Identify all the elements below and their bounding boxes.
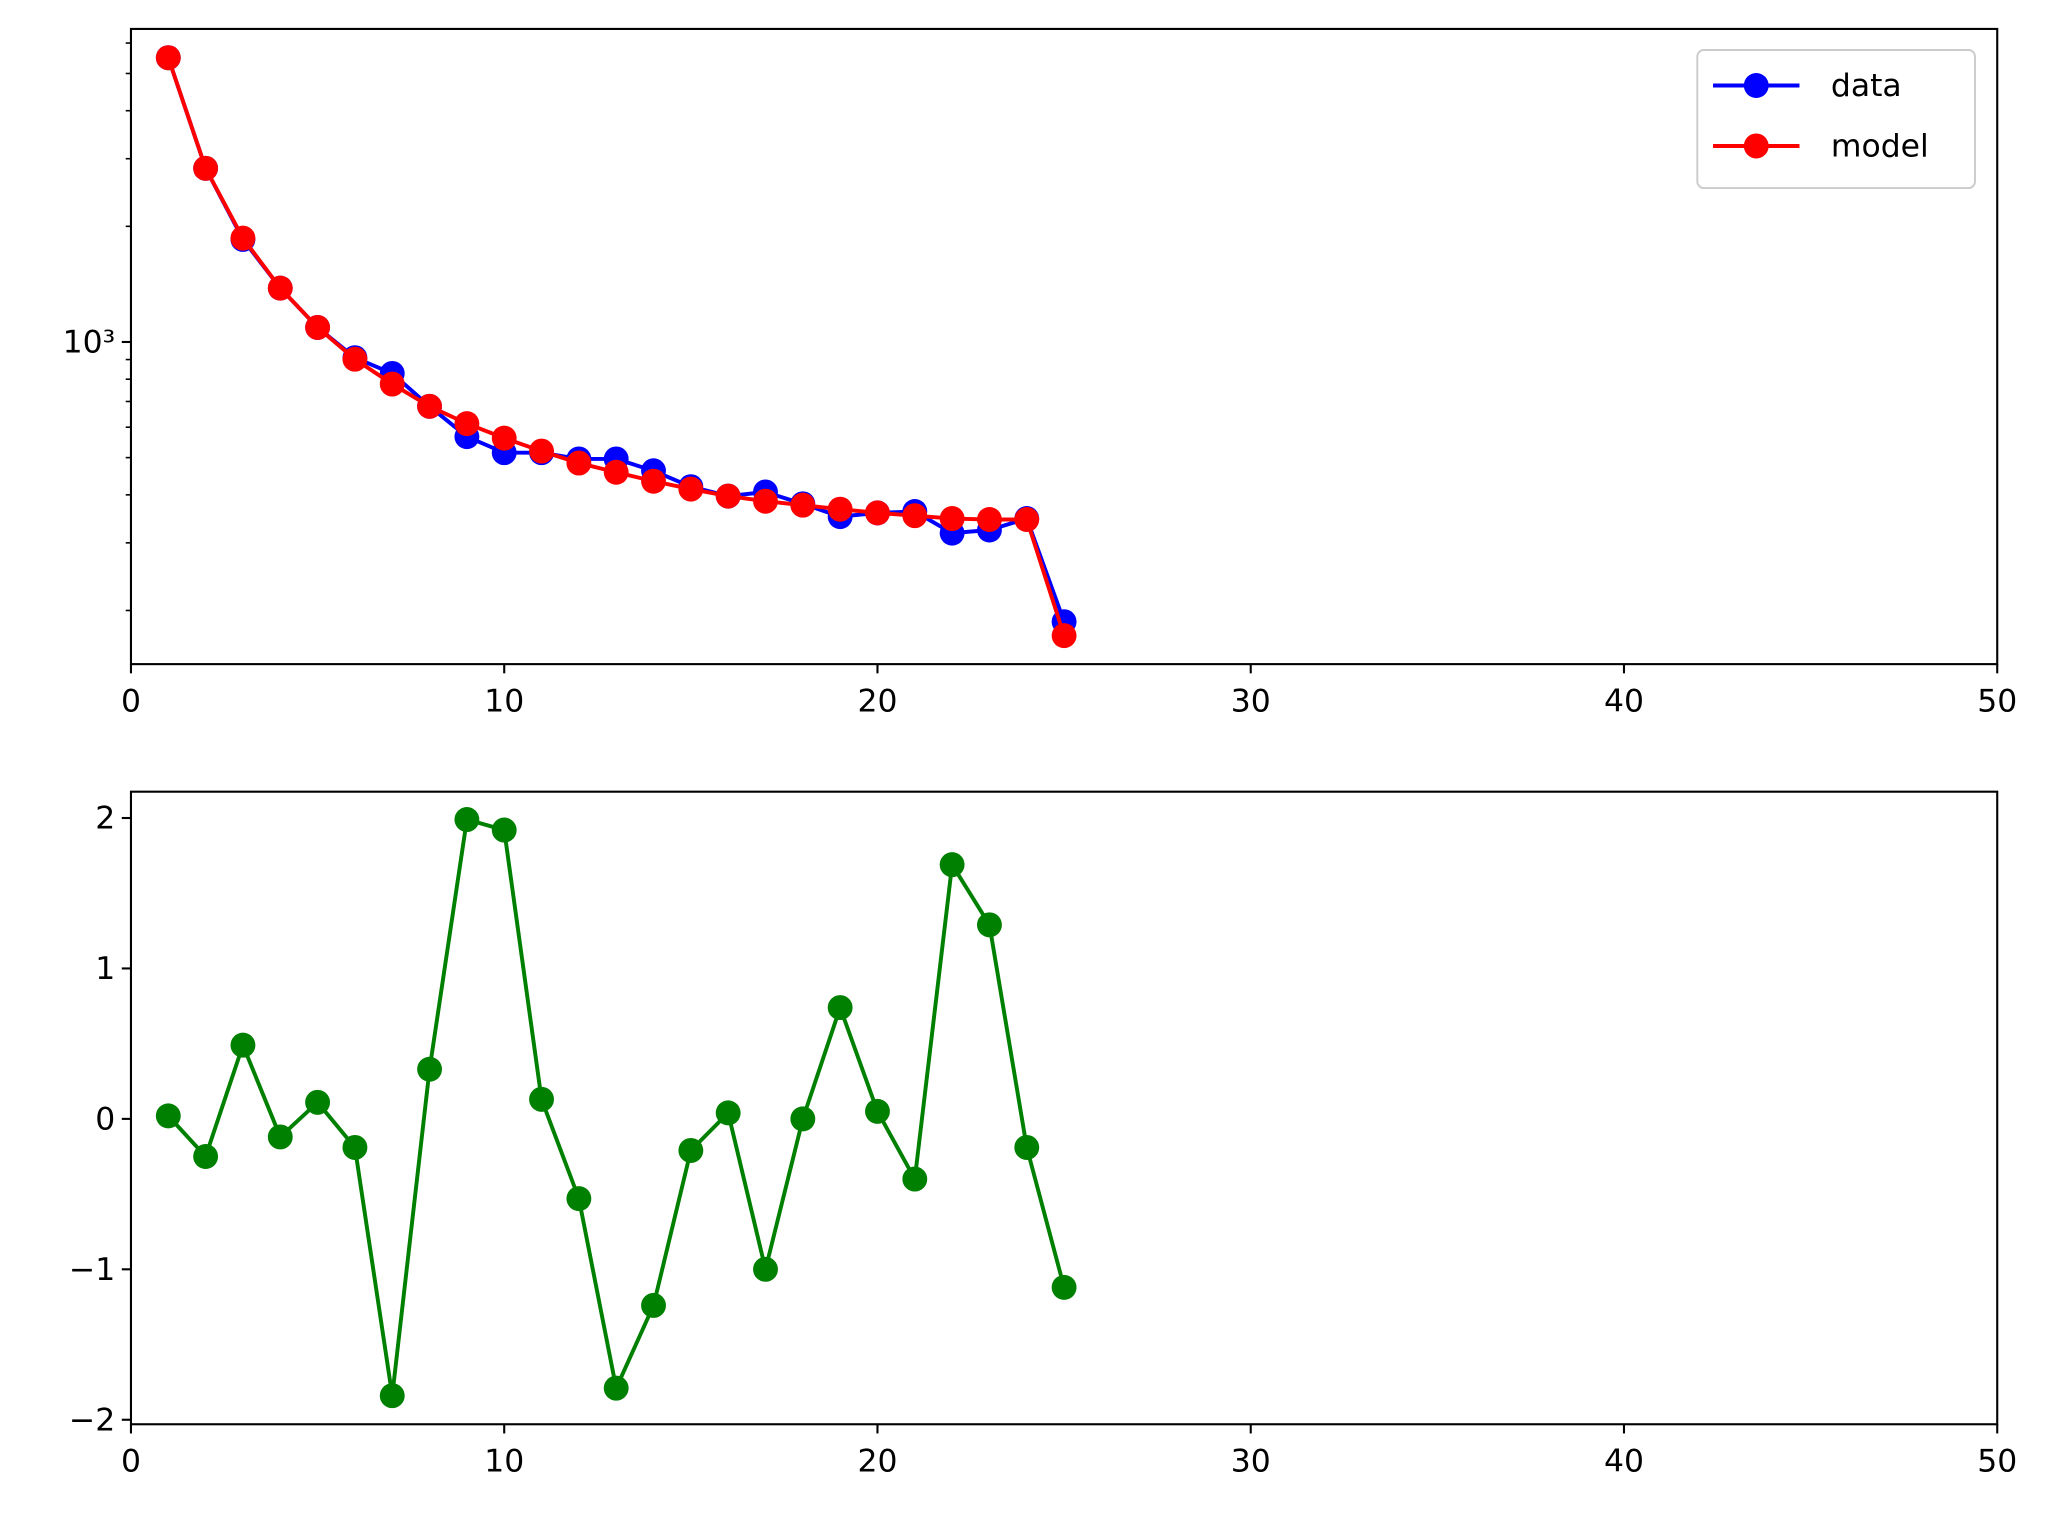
marker (267, 1124, 293, 1150)
legend-marker (1743, 72, 1769, 98)
x-tick-label: 0 (121, 683, 141, 719)
y-tick-label: 2 (95, 800, 115, 836)
x-tick-label: 30 (1231, 683, 1271, 719)
y-tick-label: −2 (69, 1402, 115, 1438)
x-tick-label: 40 (1604, 1444, 1644, 1480)
marker (342, 1134, 368, 1160)
legend-label: model (1831, 128, 1929, 164)
legend: data model (1696, 48, 1976, 190)
marker (379, 371, 405, 397)
marker (230, 225, 256, 251)
marker (305, 1089, 331, 1115)
marker (603, 459, 629, 485)
marker (342, 346, 368, 372)
marker (641, 468, 666, 494)
legend-marker (1743, 133, 1769, 159)
x-tick-label: 40 (1604, 683, 1644, 719)
x-tick-label: 50 (1977, 683, 2017, 719)
marker (865, 500, 890, 526)
marker (827, 995, 853, 1021)
marker (305, 314, 331, 340)
marker (566, 1186, 592, 1212)
axes: 0 10 20 30 40 50 10³ data model (63, 27, 2017, 719)
marker (1051, 1274, 1077, 1300)
plot-frame (129, 27, 1999, 666)
marker (790, 1106, 816, 1132)
y-tick-label: −1 (69, 1252, 115, 1288)
x-tick-label: 10 (484, 1444, 524, 1480)
legend-label: data (1831, 68, 1902, 104)
marker (566, 450, 592, 476)
marker (939, 506, 965, 532)
series-line (166, 57, 1066, 623)
marker (715, 483, 741, 509)
marker (977, 507, 1002, 533)
marker (1051, 623, 1077, 649)
marker (678, 476, 704, 502)
x-tick-label: 20 (857, 683, 897, 719)
marker (1014, 1134, 1040, 1160)
marker (193, 155, 219, 181)
marker (454, 411, 480, 437)
marker (267, 275, 293, 301)
marker (977, 912, 1002, 938)
x-tick-label: 50 (1977, 1444, 2017, 1480)
axes: 0 10 20 30 40 50 −2 −1 0 1 2 (69, 790, 2017, 1480)
marker (155, 1103, 181, 1129)
marker (529, 438, 554, 464)
marker (491, 425, 517, 451)
marker (753, 488, 778, 514)
y-tick-label: 10³ (63, 324, 116, 360)
series-line (166, 817, 1066, 1396)
marker (230, 1032, 256, 1058)
y-tick-label: 0 (95, 1101, 115, 1137)
y-tick-label: 1 (95, 951, 115, 987)
marker (902, 503, 928, 529)
marker (1014, 507, 1040, 533)
marker (939, 852, 965, 878)
marker (155, 45, 181, 71)
marker (529, 1086, 554, 1112)
marker (491, 817, 517, 843)
x-tick-label: 30 (1231, 1444, 1271, 1480)
marker (417, 1056, 443, 1082)
series-line (166, 57, 1066, 637)
marker (417, 393, 443, 419)
plot-frame (129, 790, 1999, 1426)
marker (678, 1137, 704, 1163)
x-tick-label: 20 (857, 1444, 897, 1480)
marker (827, 496, 853, 522)
marker (753, 1256, 778, 1282)
marker (715, 1100, 741, 1126)
marker (379, 1383, 405, 1409)
marker (193, 1143, 219, 1169)
marker (641, 1292, 666, 1318)
marker (902, 1166, 928, 1192)
marker (454, 807, 480, 833)
x-tick-label: 10 (484, 683, 524, 719)
marker (790, 492, 816, 518)
marker (603, 1375, 629, 1401)
marker (865, 1098, 890, 1124)
x-tick-label: 0 (121, 1444, 141, 1480)
